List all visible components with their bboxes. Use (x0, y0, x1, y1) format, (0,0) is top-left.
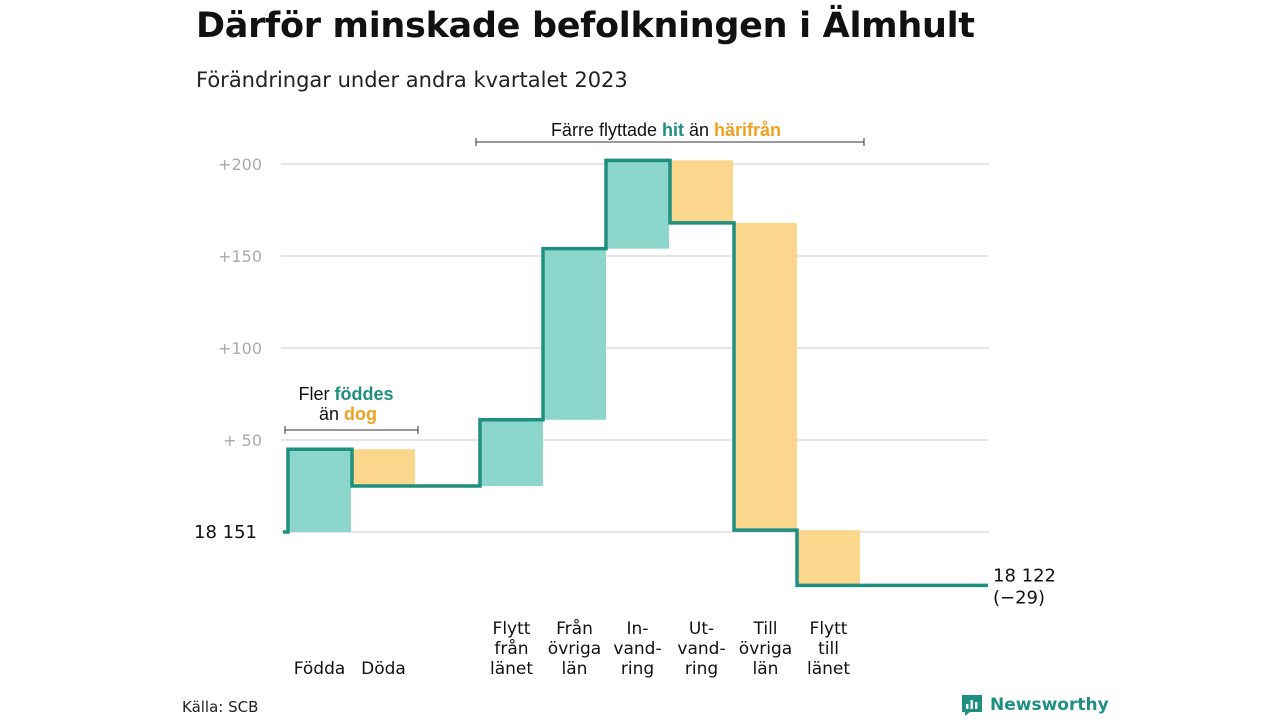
waterfall-bar (797, 530, 860, 586)
chart-title: Därför minskade befolkningen i Älmhult (196, 6, 975, 46)
chart-subtitle: Förändringar under andra kvartalet 2023 (196, 68, 628, 92)
start-value-label: 18 151 (194, 522, 257, 543)
category-label: ring (685, 659, 718, 679)
category-label: In- (627, 619, 649, 639)
source-note: Källa: SCB (182, 698, 259, 716)
bar-chart-icon (962, 695, 982, 716)
category-label: övriga (548, 639, 601, 659)
brand-name: Newsworthy (990, 695, 1109, 715)
waterfall-bar (734, 222, 797, 531)
category-label: Flytt (493, 619, 531, 639)
y-tick-label: +150 (218, 247, 262, 266)
waterfall-chart: + 50 +100 +150 +200 18 151 18 122(−29) Födda Dö… (194, 120, 1056, 679)
category-label: ring (621, 659, 654, 679)
category-label: länet (490, 659, 533, 679)
category-label: vand- (613, 639, 661, 659)
births-annotation-line1: Fler föddes (298, 384, 393, 404)
category-label: Födda (294, 659, 346, 679)
end-value-label: 18 122 (993, 565, 1056, 586)
category-label: till (818, 639, 839, 659)
waterfall-bar (352, 449, 415, 486)
category-label: Från (556, 618, 593, 639)
category-label: vand- (677, 639, 725, 659)
category-label: Ut- (689, 619, 714, 639)
end-change-label: (−29) (993, 587, 1045, 608)
births-annotation-line2: än dog (319, 404, 377, 424)
category-label: Flytt (810, 619, 848, 639)
cumulative-step-line (283, 158, 988, 588)
waterfall-bar (670, 160, 733, 223)
category-label: Till (752, 619, 777, 639)
brand-logo: Newsworthy (960, 693, 1109, 717)
category-label: länet (807, 659, 850, 679)
category-label: län (753, 659, 779, 679)
waterfall-bar (288, 449, 351, 532)
y-tick-label: + 50 (223, 431, 262, 450)
waterfall-bar (606, 160, 669, 249)
waterfall-bar (543, 248, 606, 420)
category-label: från (494, 638, 528, 659)
waterfall-bar (480, 419, 543, 486)
category-label: övriga (739, 639, 792, 659)
category-label: Döda (361, 659, 406, 679)
y-tick-label: +100 (218, 339, 262, 358)
migration-annotation: Färre flyttade hit än härifrån (551, 120, 781, 140)
y-tick-label: +200 (218, 155, 262, 174)
category-label: län (562, 659, 588, 679)
